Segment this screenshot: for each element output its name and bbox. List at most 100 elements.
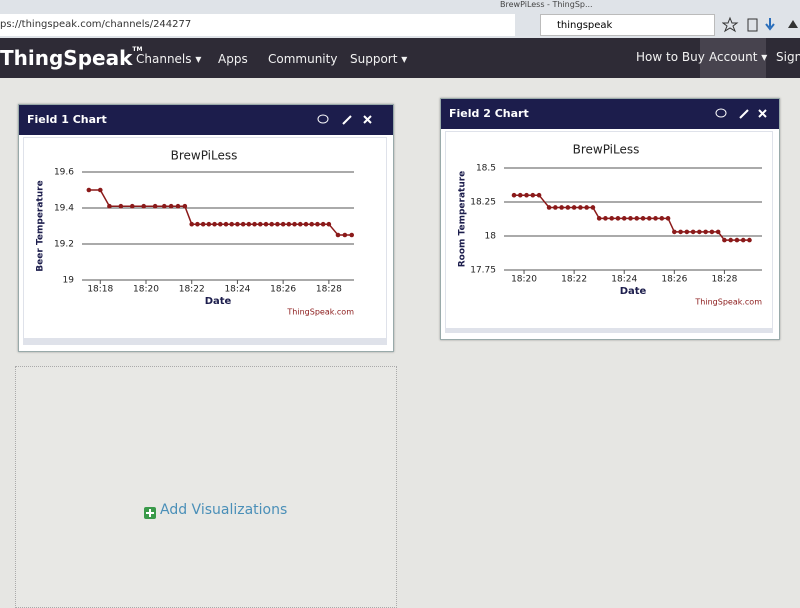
data-point xyxy=(665,216,671,221)
data-point xyxy=(684,229,690,235)
data-point xyxy=(565,205,571,210)
tab-title[interactable]: BrewPiLess - ThingSp... xyxy=(500,0,593,9)
data-point xyxy=(590,205,596,210)
data-point xyxy=(335,232,341,238)
y-tick-label: 18 xyxy=(485,232,497,242)
data-point xyxy=(292,221,297,227)
x-tick-label: 18:20 xyxy=(133,285,159,295)
url-field[interactable]: ps://thingspeak.com/channels/244277 xyxy=(0,14,515,36)
brand[interactable]: ThingSpeakTM xyxy=(0,46,142,70)
data-point xyxy=(229,221,235,227)
x-tick-label: 18:28 xyxy=(316,285,342,295)
plot-background xyxy=(24,138,386,338)
nav-link[interactable]: Account ▾ xyxy=(709,50,768,64)
panel-header: Field 1 Chart xyxy=(19,105,393,135)
nav-link[interactable]: Support ▾ xyxy=(350,52,408,66)
nav-link[interactable]: Apps xyxy=(218,52,248,66)
data-point xyxy=(86,187,92,193)
data-point xyxy=(609,216,615,221)
data-point xyxy=(747,237,752,243)
data-point xyxy=(628,216,633,221)
data-point xyxy=(303,221,309,227)
data-point xyxy=(697,229,702,235)
x-tick-label: 18:24 xyxy=(224,285,250,295)
data-point xyxy=(240,221,246,227)
y-tick-label: 17.75 xyxy=(470,266,496,276)
data-point xyxy=(653,216,658,221)
credit: ThingSpeak.com xyxy=(694,298,762,307)
account-bg xyxy=(700,38,766,78)
data-point xyxy=(161,203,167,209)
nav-link[interactable]: Channels ▾ xyxy=(136,52,202,66)
y-tick-label: 19.2 xyxy=(54,240,74,250)
data-point xyxy=(703,229,708,235)
data-point xyxy=(553,205,558,210)
x-tick-label: 18:22 xyxy=(179,285,205,295)
data-point xyxy=(536,192,542,198)
x-tick-label: 18:28 xyxy=(711,275,737,285)
x-tick-label: 18:20 xyxy=(511,275,537,285)
data-point xyxy=(315,221,320,227)
x-tick-label: 18:18 xyxy=(87,285,113,295)
data-point xyxy=(118,203,124,209)
data-point xyxy=(141,203,147,209)
chart: BrewPiLess 19 19.2 19.4 19.6 18:18 18:20 18:22 1… xyxy=(24,138,386,338)
data-point xyxy=(206,221,212,227)
data-point xyxy=(152,203,158,209)
data-point xyxy=(195,221,200,227)
data-point xyxy=(603,216,608,221)
data-point xyxy=(524,192,529,198)
data-point xyxy=(546,205,552,210)
panel-icons[interactable] xyxy=(711,107,777,121)
data-point xyxy=(107,203,112,209)
data-point xyxy=(517,192,523,198)
search-field[interactable]: thingspeak xyxy=(540,14,715,36)
data-point xyxy=(578,205,583,210)
data-point xyxy=(690,229,696,235)
data-point xyxy=(129,203,135,209)
y-tick-label: 18.5 xyxy=(476,164,496,174)
trademark: TM xyxy=(132,46,143,53)
nav-bar: ThingSpeakTM Channels ▾ Apps Community S… xyxy=(0,38,800,78)
data-point xyxy=(309,221,315,227)
data-point xyxy=(182,203,188,209)
data-point xyxy=(646,216,652,221)
nav-link[interactable]: Sign xyxy=(776,50,800,64)
nav-link[interactable]: How to Buy xyxy=(636,50,705,64)
data-point xyxy=(189,221,195,227)
data-point xyxy=(217,221,223,227)
data-point xyxy=(286,221,292,227)
data-point xyxy=(97,187,103,193)
data-point xyxy=(223,221,229,227)
data-point xyxy=(349,232,355,238)
data-point xyxy=(326,221,332,227)
data-point xyxy=(740,237,746,243)
data-point xyxy=(252,221,257,227)
brand-text[interactable]: ThingSpeak xyxy=(0,46,133,70)
x-tick-label: 18:26 xyxy=(661,275,687,285)
panel-header: Field 2 Chart xyxy=(441,99,779,129)
toolbar-icons[interactable] xyxy=(722,14,800,36)
data-point xyxy=(672,229,677,235)
data-point xyxy=(263,221,269,227)
x-axis-label: Date xyxy=(620,286,647,297)
nav-link[interactable]: Community xyxy=(268,52,338,66)
x-tick-label: 18:26 xyxy=(270,285,296,295)
panel-icons[interactable] xyxy=(311,113,381,127)
data-point xyxy=(511,192,517,198)
data-point xyxy=(212,221,217,227)
y-tick-label: 19 xyxy=(63,276,75,286)
data-point xyxy=(530,192,536,198)
add-visualizations[interactable]: Add Visualizations xyxy=(160,502,288,518)
y-axis-label: Beer Temperature xyxy=(36,180,46,271)
data-point xyxy=(734,237,740,243)
chart: BrewPiLess 17.75 18 18.25 18.5 18:20 18:22 18:2… xyxy=(446,132,772,328)
plus-icon[interactable] xyxy=(144,507,156,519)
data-point xyxy=(257,221,263,227)
data-point xyxy=(659,216,665,221)
data-point xyxy=(246,221,252,227)
data-point xyxy=(275,221,280,227)
data-point xyxy=(584,205,589,210)
y-tick-label: 19.4 xyxy=(54,204,74,214)
